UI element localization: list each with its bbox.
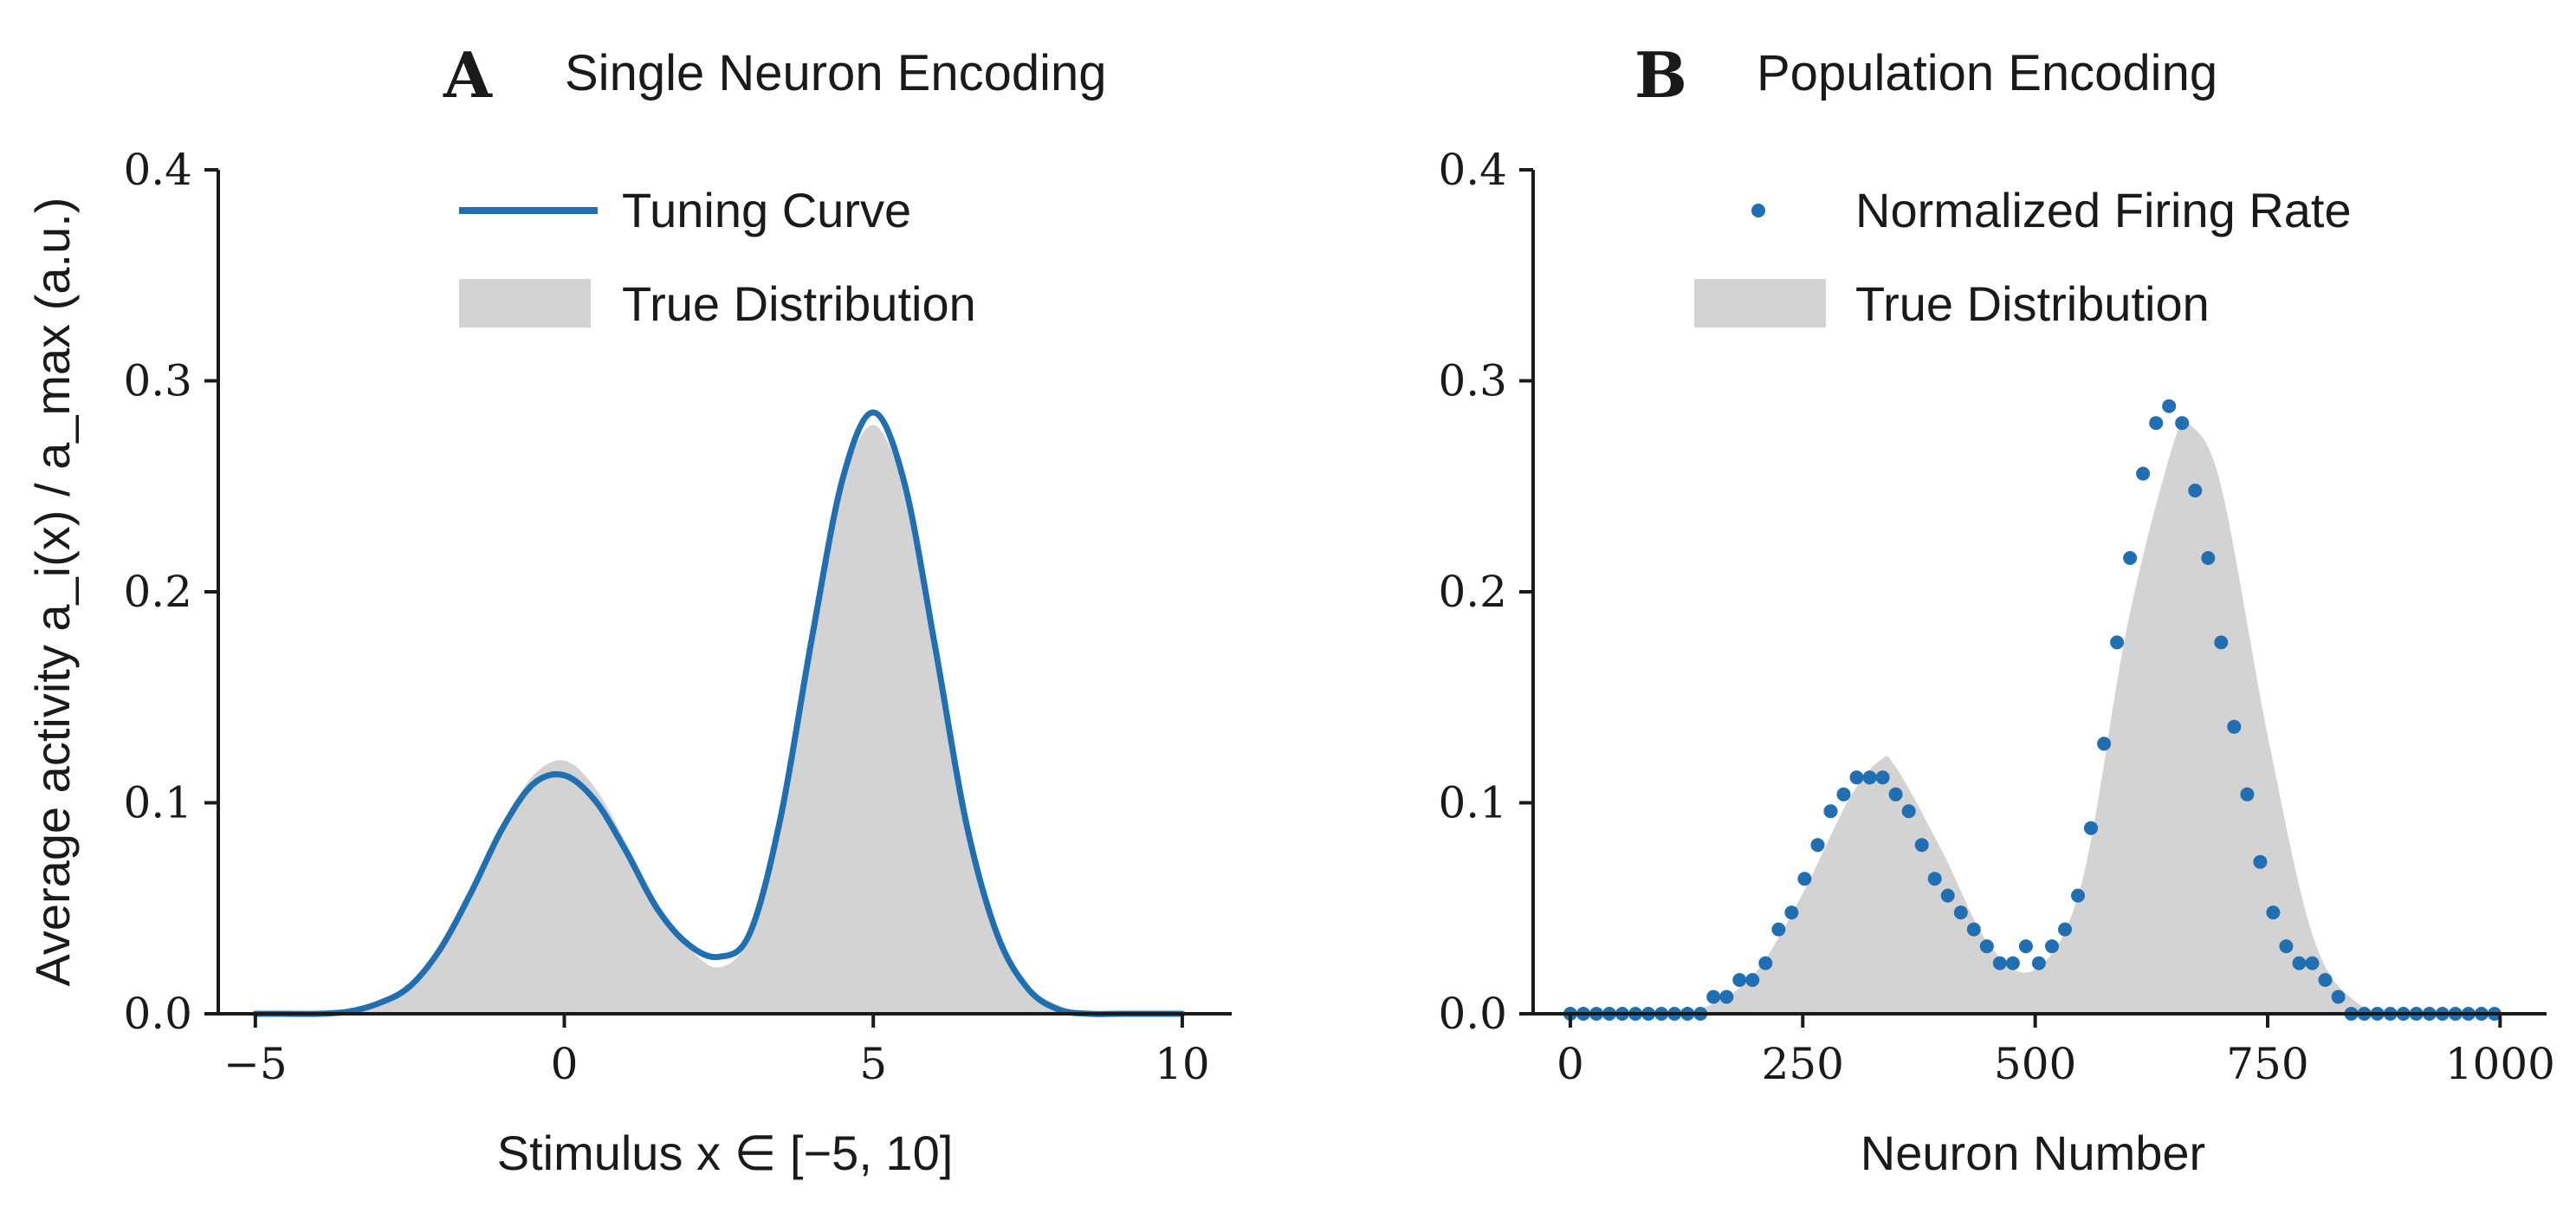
panel-a-letter: A	[443, 38, 493, 112]
panel-b-x-axis-label: Neuron Number	[1861, 1126, 2205, 1180]
panel-a-true-distribution-area	[255, 425, 1182, 1015]
y-tick-label: 0.1	[123, 778, 192, 828]
x-tick-label: 250	[1762, 1039, 1844, 1089]
firing-rate-point	[1771, 922, 1786, 937]
firing-rate-point	[2214, 635, 2229, 650]
y-tick-label: 0.4	[1438, 145, 1507, 195]
legend-label-tuning-curve: Tuning Curve	[622, 183, 911, 237]
firing-rate-point	[1888, 787, 1903, 801]
firing-rate-point	[2005, 956, 2020, 970]
firing-rate-point	[2058, 922, 2072, 937]
x-tick-label: 10	[1155, 1039, 1210, 1089]
legend-swatch-firing-rate	[1751, 204, 1765, 217]
firing-rate-point	[2123, 551, 2138, 565]
firing-rate-point	[1836, 787, 1851, 801]
firing-rate-point	[2305, 956, 2320, 970]
panel-a-x-ticks: −5 0 5 10	[223, 1014, 1210, 1089]
x-tick-label: 0	[1557, 1039, 1584, 1089]
x-tick-label: 500	[1994, 1039, 2076, 1089]
firing-rate-point	[1953, 905, 1968, 920]
firing-rate-point	[2031, 956, 2046, 970]
firing-rate-point	[2149, 416, 2164, 431]
panel-b-firing-rate-points	[1563, 399, 2502, 1021]
y-tick-label: 0.3	[1438, 356, 1507, 406]
y-tick-label: 0.2	[123, 567, 192, 617]
panel-a-y-axis-label: Average activity a_i(x) / a_max (a.u.)	[25, 198, 80, 987]
firing-rate-point	[1732, 973, 1747, 987]
x-tick-label: 0	[551, 1039, 579, 1089]
legend-swatch-true-distribution	[1694, 279, 1826, 328]
panel-b: B Population Encoding 0.0 0.1 0.2 0.3 0.…	[1438, 38, 2554, 1180]
firing-rate-point	[1849, 770, 1864, 785]
firing-rate-point	[2097, 737, 2112, 751]
firing-rate-point	[2227, 719, 2242, 734]
legend-swatch-true-distribution	[459, 279, 591, 328]
panel-b-title: Population Encoding	[1757, 45, 2217, 101]
firing-rate-point	[1745, 973, 1760, 987]
firing-rate-point	[2240, 787, 2255, 801]
y-tick-label: 0.2	[1438, 567, 1507, 617]
legend-label-true-distribution: True Distribution	[1855, 276, 2210, 331]
panel-a-tuning-curve	[252, 409, 1186, 1017]
panel-a-y-ticks: 0.0 0.1 0.2 0.3 0.4	[123, 145, 218, 1039]
panel-a-title: Single Neuron Encoding	[565, 45, 1107, 101]
firing-rate-point	[2279, 939, 2294, 954]
firing-rate-point	[1862, 770, 1877, 785]
x-tick-label: 750	[2226, 1039, 2308, 1089]
panel-b-legend: Normalized Firing Rate True Distribution	[1694, 183, 2352, 331]
firing-rate-point	[1914, 838, 1929, 853]
firing-rate-point	[1797, 872, 1812, 886]
firing-rate-point	[2188, 483, 2203, 498]
firing-rate-point	[1979, 939, 1994, 954]
panel-b-letter: B	[1634, 38, 1687, 112]
y-tick-label: 0.1	[1438, 778, 1507, 828]
firing-rate-point	[1927, 872, 1942, 886]
firing-rate-point	[2175, 416, 2190, 431]
firing-rate-point	[2071, 888, 2085, 903]
panel-b-true-distribution-area	[1570, 417, 2501, 1015]
firing-rate-point	[2018, 939, 2033, 954]
y-tick-label: 0.0	[123, 989, 192, 1039]
legend-label-true-distribution: True Distribution	[622, 276, 976, 331]
y-tick-label: 0.4	[123, 145, 192, 195]
firing-rate-point	[1719, 990, 1734, 1004]
firing-rate-point	[1940, 888, 1955, 903]
firing-rate-point	[1758, 956, 1773, 970]
firing-rate-point	[1706, 990, 1721, 1004]
firing-rate-point	[2136, 466, 2151, 481]
y-tick-label: 0.3	[123, 356, 192, 406]
firing-rate-point	[2266, 905, 2281, 920]
x-tick-label: 5	[859, 1039, 887, 1089]
firing-rate-point	[2084, 821, 2098, 835]
x-tick-label: 1000	[2445, 1039, 2555, 1089]
firing-rate-point	[2253, 854, 2268, 869]
panel-a: A Single Neuron Encoding 0.0 0.1 0.2 0.3…	[25, 38, 1232, 1180]
firing-rate-point	[2162, 399, 2177, 413]
panel-a-x-axis-label: Stimulus x ∈ [−5, 10]	[497, 1126, 954, 1180]
firing-rate-point	[1810, 838, 1825, 853]
firing-rate-point	[2045, 939, 2059, 954]
x-tick-label: −5	[223, 1039, 288, 1089]
firing-rate-point	[2292, 956, 2307, 970]
firing-rate-point	[1784, 905, 1799, 920]
firing-rate-point	[1875, 770, 1890, 785]
firing-rate-point	[1901, 804, 1916, 819]
panel-b-x-ticks: 0 250 500 750 1000	[1557, 1014, 2555, 1089]
y-tick-label: 0.0	[1438, 989, 1507, 1039]
firing-rate-point	[1966, 922, 1981, 937]
firing-rate-point	[1992, 956, 2007, 970]
firing-rate-point	[2110, 635, 2125, 650]
panel-a-legend: Tuning Curve True Distribution	[459, 183, 976, 331]
panel-b-y-ticks: 0.0 0.1 0.2 0.3 0.4	[1438, 145, 1533, 1039]
legend-label-firing-rate: Normalized Firing Rate	[1855, 183, 2352, 237]
firing-rate-point	[2331, 990, 2346, 1004]
firing-rate-point	[2201, 551, 2216, 565]
firing-rate-point	[1823, 804, 1838, 819]
firing-rate-point	[2318, 973, 2333, 987]
